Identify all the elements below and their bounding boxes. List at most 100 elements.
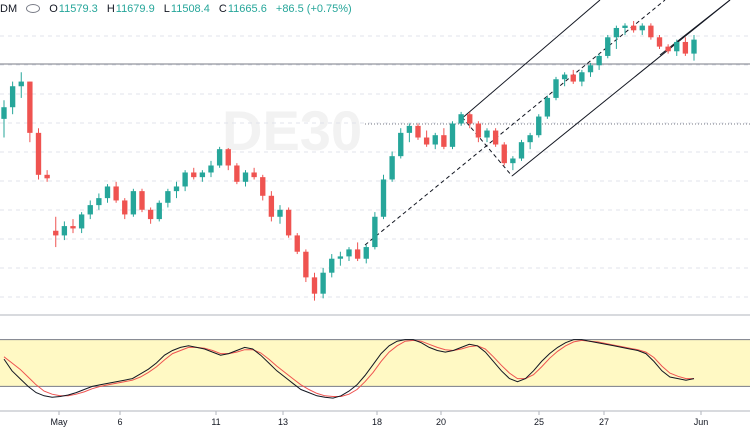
candle <box>484 128 490 143</box>
candle <box>329 254 335 278</box>
candle <box>561 72 568 87</box>
candle <box>656 34 663 49</box>
close-value: 11665.6 <box>227 3 267 15</box>
candle <box>70 219 76 234</box>
channel-upper-line <box>459 0 601 121</box>
candle <box>492 128 499 147</box>
time-tick-label: 18 <box>372 417 382 427</box>
low-value: 11508.4 <box>170 3 210 15</box>
candle <box>501 142 507 166</box>
candle <box>130 188 137 217</box>
candle <box>191 167 197 180</box>
candle <box>510 156 516 171</box>
candle <box>467 111 473 129</box>
candle <box>139 188 145 213</box>
candle <box>96 193 102 210</box>
candle <box>1 100 7 138</box>
change-value: +86.5 (+0.75%) <box>275 3 352 15</box>
candle <box>303 249 309 283</box>
time-tick-label: Jun <box>694 417 709 427</box>
symbol-watermark: DE30 <box>222 99 362 162</box>
channel-lower-line <box>511 0 731 177</box>
candle <box>268 191 275 222</box>
channel-anchor-line <box>461 116 513 177</box>
candle <box>544 95 551 119</box>
candle <box>691 34 697 61</box>
candle <box>53 216 59 248</box>
candle <box>182 170 188 192</box>
candle <box>165 188 171 208</box>
candle <box>277 205 283 224</box>
candle <box>311 272 318 301</box>
open-label: O <box>49 3 58 15</box>
time-tick-label: 11 <box>211 417 220 427</box>
candle <box>587 62 594 77</box>
candle <box>35 128 42 180</box>
candle <box>104 184 111 203</box>
candle <box>432 132 438 150</box>
candle <box>579 69 585 87</box>
candle <box>648 23 654 40</box>
candlestick-series <box>1 20 697 301</box>
candle <box>527 132 533 150</box>
candle <box>605 34 611 59</box>
candle <box>449 121 456 150</box>
time-tick-label: 13 <box>278 417 288 427</box>
time-axis: May 6 11 13 18 20 25 27 Jun <box>0 410 750 427</box>
stochastic-pane[interactable] <box>0 339 750 399</box>
stoch-d-line <box>3 339 694 397</box>
candle <box>234 163 240 185</box>
candle <box>630 20 637 33</box>
ohlc-legend: DM O11579.3 H11679.9 L11508.4 C11665.6 +… <box>0 3 352 15</box>
candle <box>199 170 206 182</box>
candle <box>674 39 680 56</box>
candle <box>398 128 404 159</box>
candle <box>251 167 257 180</box>
channel-median-line <box>364 0 666 246</box>
candle <box>260 174 266 201</box>
candle <box>173 181 180 199</box>
trend-channel[interactable] <box>364 0 731 246</box>
time-tick-label: 20 <box>436 417 446 427</box>
candle <box>354 242 361 262</box>
candle <box>216 146 223 168</box>
candle <box>536 114 542 138</box>
candle <box>61 221 68 241</box>
candle <box>337 251 344 266</box>
low-label: L <box>163 3 170 15</box>
candle <box>363 244 369 264</box>
candle <box>9 81 16 115</box>
eye-icon[interactable] <box>26 3 41 13</box>
time-tick-label: 27 <box>599 417 609 427</box>
candle <box>346 247 352 262</box>
candle <box>682 37 689 56</box>
candle <box>44 170 50 182</box>
candle <box>475 121 482 143</box>
candle <box>372 212 378 250</box>
time-tick-label: 6 <box>117 417 122 427</box>
time-tick-label: 25 <box>534 417 544 427</box>
candle <box>78 212 85 234</box>
candle <box>553 76 559 101</box>
symbol-label[interactable]: DM <box>0 3 18 15</box>
candle <box>380 174 387 220</box>
candle <box>665 44 671 54</box>
stoch-band <box>0 339 750 387</box>
high-label: H <box>106 3 115 15</box>
candle <box>458 111 464 126</box>
candle <box>570 69 576 84</box>
candle <box>406 123 413 143</box>
candle <box>441 128 447 150</box>
candle <box>122 198 128 220</box>
close-label: C <box>218 3 227 15</box>
candle <box>18 72 24 98</box>
grid-lines <box>0 35 750 316</box>
candle <box>389 151 395 182</box>
candle <box>622 23 628 35</box>
candle <box>294 233 300 255</box>
candle <box>423 130 430 147</box>
candle <box>242 170 249 187</box>
open-value: 11579.3 <box>58 3 98 15</box>
candle <box>639 23 645 35</box>
